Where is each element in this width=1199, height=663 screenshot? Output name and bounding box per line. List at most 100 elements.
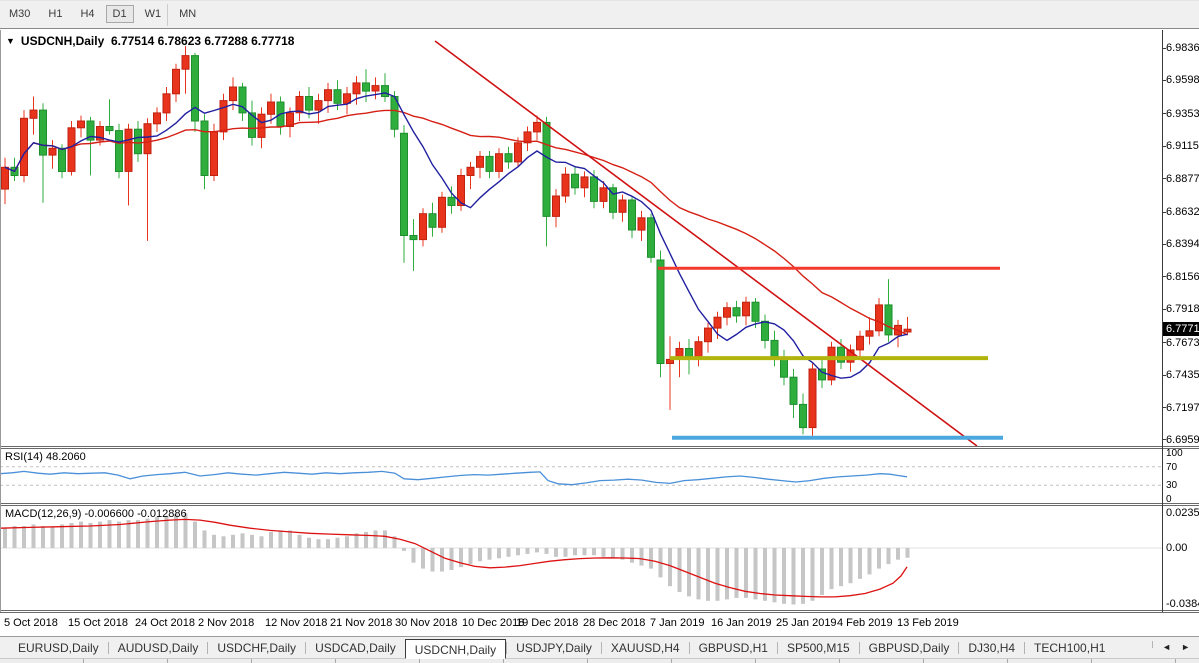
price-tick [1162, 308, 1166, 310]
toolbar-separator [167, 4, 168, 26]
rsi-axis-label: 100 [1166, 448, 1183, 459]
macd-axis-label: 0.00 [1166, 542, 1188, 554]
price-axis-label: 6.74350 [1166, 369, 1199, 382]
price-tick [1162, 243, 1166, 245]
symbol-tab-usdcad[interactable]: USDCAD,Daily [305, 638, 405, 658]
price-tick [1162, 178, 1166, 180]
timeframe-toolbar: M30 H1 H4 D1 W1 MN [0, 0, 1199, 29]
date-axis-label: 15 Oct 2018 [68, 617, 128, 629]
symbol-tab-usdjpy[interactable]: USDJPY,Daily [506, 638, 601, 658]
price-tick [1162, 79, 1166, 81]
price-axis-label: 6.81560 [1166, 270, 1199, 283]
date-axis-label: 12 Nov 2018 [265, 617, 328, 629]
date-axis-label: 7 Jan 2019 [650, 617, 705, 629]
macd-indicator-panel[interactable] [0, 506, 1163, 610]
panel-splitter-main-rsi[interactable] [0, 446, 1199, 449]
symbol-tab-usdcnh[interactable]: USDCNH,Daily [404, 639, 507, 659]
symbol-tab-eurusd[interactable]: EURUSD,Daily [18, 641, 99, 655]
rsi-axis-label: 0 [1166, 494, 1172, 505]
date-axis-label: 28 Dec 2018 [583, 617, 646, 629]
symbol-tab-sp500[interactable]: SP500,M15 [776, 638, 859, 658]
date-axis-label: 2 Nov 2018 [198, 617, 255, 629]
price-axis-label: 6.86320 [1166, 206, 1199, 219]
price-tick [1162, 145, 1166, 147]
date-axis-label: 30 Nov 2018 [395, 617, 458, 629]
date-axis-label: 13 Feb 2019 [897, 617, 959, 629]
symbol-tab-usdchf[interactable]: USDCHF,Daily [207, 638, 305, 658]
current-price-badge: 6.77718 [1163, 322, 1199, 337]
macd-label: MACD(12,26,9) -0.006600 -0.012886 [5, 508, 187, 520]
rsi-indicator-panel[interactable] [0, 449, 1163, 503]
timeframe-button-d1[interactable]: D1 [105, 5, 134, 23]
symbol-tab-audusd[interactable]: AUDUSD,Daily [107, 638, 208, 658]
macd-signal-line [0, 518, 908, 598]
date-axis-label: 21 Nov 2018 [330, 617, 393, 629]
candlestick-canvas[interactable] [0, 30, 1163, 447]
symbol-tab-tech100[interactable]: TECH100,H1 [1024, 638, 1114, 658]
date-axis-label: 19 Dec 2018 [516, 617, 579, 629]
tab-scroll-arrows: ◄ ► [1148, 637, 1195, 652]
price-axis-label: 6.88770 [1166, 172, 1199, 185]
macd-canvas[interactable] [0, 506, 1163, 610]
chart-title: ▼ USDCNH,Daily 6.77514 6.78623 6.77288 6.… [6, 34, 294, 48]
chart-dropdown-icon[interactable]: ▼ [6, 36, 15, 46]
rsi-canvas[interactable] [0, 449, 1163, 503]
date-axis-label: 4 Feb 2019 [837, 617, 893, 629]
symbol-tab-xauusd[interactable]: XAUUSD,H4 [600, 638, 689, 658]
chart-symbol-label: USDCNH,Daily [20, 34, 105, 48]
date-axis-label: 25 Jan 2019 [776, 617, 837, 629]
descending-trendline[interactable] [434, 40, 978, 447]
price-axis-label: 6.98360 [1166, 42, 1199, 54]
timeframe-button-mn[interactable]: MN [179, 8, 197, 20]
rsi-line [0, 470, 908, 486]
date-axis[interactable]: 5 Oct 2018 15 Oct 2018 24 Oct 2018 2 Nov 20… [0, 613, 1199, 636]
panel-splitter-macd-dates [0, 610, 1199, 613]
price-axis-label: 6.71970 [1166, 401, 1199, 414]
macd-axis-label: 0.023534 [1166, 507, 1199, 520]
chart-left-border [0, 30, 1, 612]
tab-scroll-left-icon[interactable]: ◄ [1162, 642, 1172, 652]
main-price-chart[interactable] [0, 30, 1163, 447]
symbol-tab-gbpusd[interactable]: GBPUSD,H1 [688, 638, 777, 658]
timeframe-button-h4[interactable]: H4 [80, 8, 95, 20]
price-axis-label: 6.76730 [1166, 336, 1199, 349]
symbol-tab-gbpusd[interactable]: GBPUSD,Daily [858, 638, 959, 658]
timeframe-button-h1[interactable]: H1 [48, 8, 63, 20]
price-tick [1162, 113, 1166, 115]
macd-histogram [3, 513, 910, 605]
price-tick [1162, 276, 1166, 278]
rsi-label: RSI(14) 48.2060 [5, 451, 86, 463]
panel-splitter-rsi-macd[interactable] [0, 503, 1199, 506]
price-axis-label: 6.79180 [1166, 303, 1199, 316]
price-tick [1162, 407, 1166, 409]
price-tick [1162, 374, 1166, 376]
rsi-axis-label: 70 [1166, 461, 1178, 473]
candles [1, 46, 912, 436]
chart-ohlc-values: 6.77514 6.78623 6.77288 6.77718 [110, 34, 295, 48]
symbol-tab-dj30[interactable]: DJ30,H4 [958, 638, 1024, 658]
price-tick [1162, 47, 1166, 49]
rsi-axis-label: 30 [1166, 480, 1178, 492]
chart-tab-bar: EURUSD,Daily AUDUSD,Daily USDCHF,Daily USDC… [0, 636, 1199, 663]
chart-tabs: EURUSD,Daily AUDUSD,Daily USDCHF,Daily USDC… [0, 637, 1199, 659]
timeframe-button-w1[interactable]: W1 [144, 8, 162, 20]
fast-ma-line [4, 92, 908, 379]
timeframe-button-m30[interactable]: M30 [9, 8, 31, 20]
macd-axis-label: -0.038466 [1166, 598, 1199, 611]
tab-bar-bottom-strip [0, 658, 1199, 663]
axis-separator-line [1162, 30, 1163, 612]
date-axis-label: 5 Oct 2018 [4, 617, 58, 629]
slow-ma-line [4, 109, 908, 336]
price-axis-label: 6.95980 [1166, 74, 1199, 87]
price-axis-label: 6.83940 [1166, 238, 1199, 251]
tab-scroll-right-icon[interactable]: ► [1181, 642, 1190, 652]
price-axis-label: 6.69590 [1166, 433, 1199, 446]
date-axis-label: 10 Dec 2018 [462, 617, 525, 629]
price-tick [1162, 342, 1166, 344]
price-axis-label: 6.91150 [1166, 140, 1199, 153]
price-tick [1162, 211, 1166, 213]
date-axis-label: 24 Oct 2018 [135, 617, 195, 629]
date-axis-label: 16 Jan 2019 [711, 617, 772, 629]
price-axis-label: 6.93530 [1166, 107, 1199, 120]
